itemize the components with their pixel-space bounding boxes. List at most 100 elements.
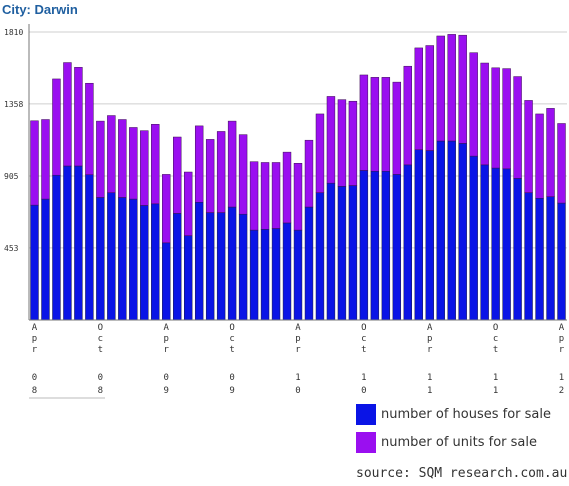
legend-swatch-units (356, 432, 376, 453)
bar-houses (480, 164, 489, 321)
bar-houses (348, 185, 358, 321)
x-tick-char: O (98, 323, 103, 333)
x-tick-char: 0 (361, 386, 366, 396)
bar-houses (271, 228, 281, 321)
bar-houses (425, 150, 434, 321)
legend-item-houses: number of houses for sale (356, 402, 551, 427)
bar-houses (238, 213, 248, 321)
bar-units (447, 34, 456, 142)
y-tick-label: 1810 (4, 28, 23, 37)
bar-houses (546, 196, 555, 321)
bar-units (337, 99, 347, 187)
bar-houses (392, 174, 402, 321)
x-tick-char: c (98, 334, 103, 344)
x-tick-char: t (493, 345, 498, 355)
bar-houses (293, 229, 303, 321)
bar-houses (162, 242, 171, 321)
bar-units (557, 123, 566, 204)
legend-label-units: number of units for sale (381, 435, 537, 450)
bar-houses (557, 202, 566, 321)
bar-houses (52, 174, 61, 321)
x-tick-char: O (229, 323, 234, 333)
bar-units (403, 65, 412, 166)
bar-units (194, 125, 204, 203)
bar-units (30, 120, 39, 206)
x-tick-char: A (164, 323, 170, 333)
bar-houses (304, 206, 314, 321)
bar-units (458, 34, 467, 144)
chart-axes (28, 24, 567, 321)
x-tick-char: 1 (493, 373, 498, 383)
x-tick-label: Oct 1 0 (361, 323, 366, 396)
bar-units (359, 74, 369, 171)
bar-houses (502, 168, 511, 321)
bar-houses (524, 192, 533, 321)
bar-units (260, 162, 270, 230)
bar-houses (337, 186, 347, 321)
x-tick-char: A (559, 323, 565, 333)
bar-units (63, 62, 72, 167)
x-tick-char: 1 (361, 373, 366, 383)
y-axis-ticks: 1810 1358 905 453 (4, 28, 23, 253)
bar-units (282, 151, 292, 224)
legend-label-houses: number of houses for sale (381, 407, 551, 422)
x-tick-char: p (295, 334, 300, 344)
x-tick-char: A (427, 323, 433, 333)
bar-houses (41, 198, 50, 321)
bar-units (173, 136, 182, 214)
bar-units (315, 113, 325, 193)
bar-houses (535, 198, 544, 321)
bar-houses (436, 140, 445, 321)
bar-houses (370, 170, 380, 321)
y-tick-label: 1358 (4, 100, 23, 109)
x-tick-char: 1 (493, 386, 498, 396)
bar-houses (184, 235, 193, 321)
x-tick-label: Oct 0 8 (98, 323, 103, 396)
x-tick-label: Apr 1 1 (427, 323, 433, 396)
legend-item-units: number of units for sale (356, 430, 551, 455)
bar-houses (151, 203, 160, 321)
bar-houses (249, 229, 259, 321)
x-tick-char: 2 (559, 386, 564, 396)
bar-houses (129, 198, 138, 321)
x-tick-char: c (493, 334, 498, 344)
bar-units (502, 68, 511, 170)
bar-units (326, 96, 336, 184)
bar-houses (458, 143, 467, 321)
x-tick-char: 9 (164, 386, 169, 396)
x-tick-char: 0 (229, 373, 234, 383)
bar-houses (140, 205, 149, 321)
bar-units (129, 127, 138, 200)
y-tick-label: 905 (4, 172, 19, 181)
bar-houses (194, 202, 204, 321)
bar-houses (260, 229, 270, 321)
x-tick-label: Apr 1 2 (559, 323, 565, 396)
bar-units (216, 131, 226, 213)
bar-houses (447, 140, 456, 321)
x-tick-char: t (229, 345, 234, 355)
x-tick-char: p (559, 334, 564, 344)
bar-houses (173, 213, 182, 321)
x-tick-char: 0 (295, 386, 300, 396)
legend: number of houses for sale number of unit… (356, 402, 551, 458)
bar-units (436, 35, 445, 142)
x-tick-char: r (295, 345, 301, 355)
bar-units (546, 108, 555, 197)
x-tick-char: 0 (32, 373, 37, 383)
bar-units (205, 139, 215, 213)
bar-units (184, 171, 193, 236)
bar-houses (63, 165, 72, 321)
x-tick-label: Apr 0 8 (32, 323, 38, 396)
bar-houses (282, 222, 292, 321)
bar-houses (216, 212, 226, 321)
bar-houses (74, 165, 83, 321)
bar-units (524, 100, 533, 193)
chart-bars (30, 34, 566, 321)
x-tick-char: 1 (559, 373, 564, 383)
bar-units (52, 78, 61, 176)
bar-houses (315, 192, 325, 321)
x-tick-char: 0 (164, 373, 169, 383)
bar-units (348, 100, 358, 186)
bar-houses (491, 167, 500, 321)
